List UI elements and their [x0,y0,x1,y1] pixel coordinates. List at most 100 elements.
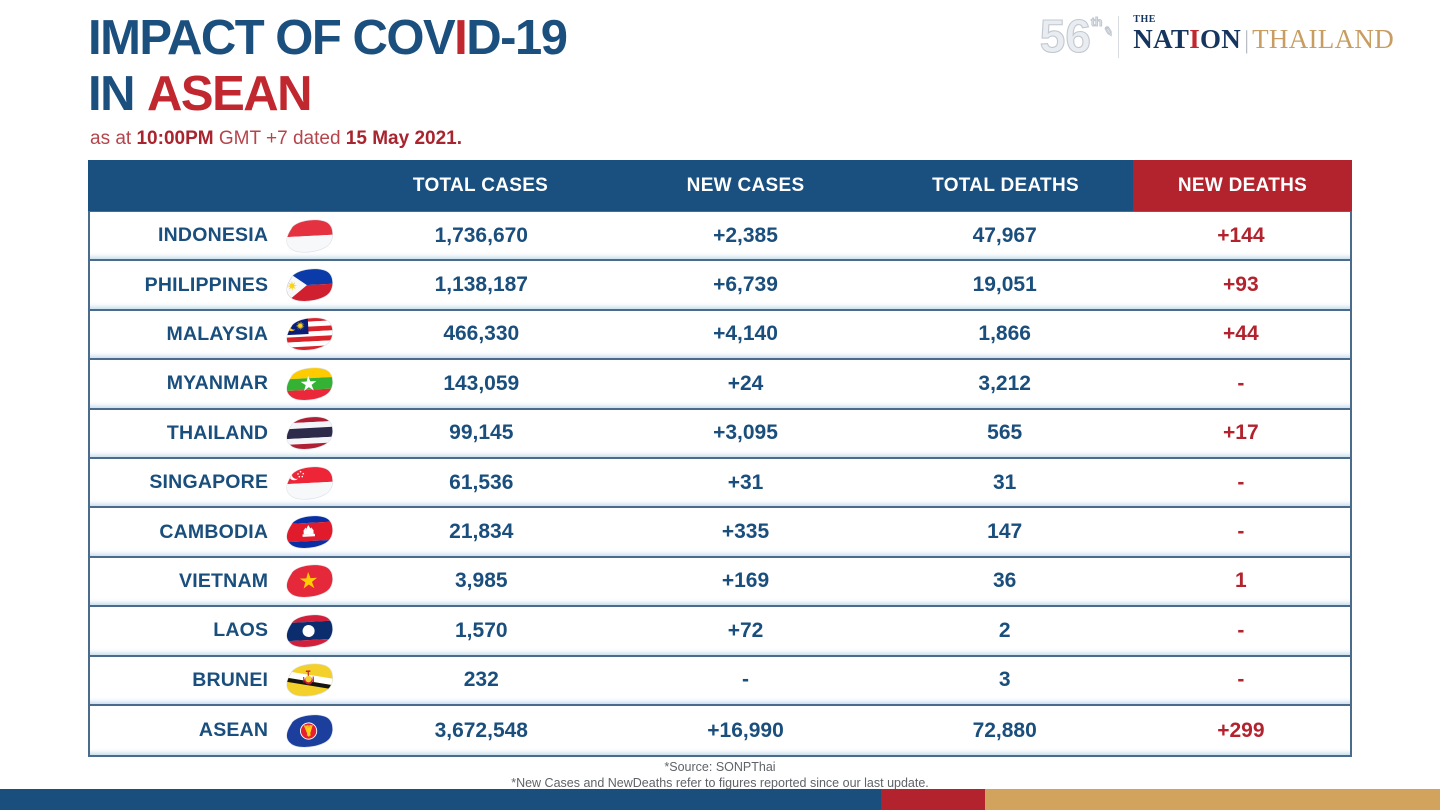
covid-table: TOTAL CASES NEW CASES TOTAL DEATHS NEW DEAT… [88,160,1352,758]
country-cell: INDONESIA [90,212,349,259]
table-row: ASEAN 3,672,548 +16,990 72,880 +299 [90,705,1350,756]
brunei-flag-icon [286,663,334,698]
total-cases-cell: 61,536 [449,470,514,494]
total-cases-cell: 3,985 [455,569,508,593]
total-cases-cell: 3,672,548 [434,718,528,742]
title-line-2: IN ASEAN [88,66,566,122]
table-row: INDONESIA 1,736,670 +2,385 47,967 +144 [90,212,1350,262]
country-label: PHILIPPINES [144,273,269,296]
table-row: LAOS 1,570 +72 2 - [90,607,1350,657]
country-label: MYANMAR [166,372,269,395]
new-cases-cell: +169 [721,569,770,593]
logo-the: THE [1133,14,1156,25]
table-row: SINGAPORE 61,536 +31 31 - [90,458,1350,509]
country-label: LAOS [213,619,269,642]
total-deaths-cell: 36 [993,569,1017,593]
column-header-total-cases: TOTAL CASES [348,160,614,211]
logo-divider [1118,16,1120,58]
title-accent-i: I [454,11,468,65]
total-deaths-cell: 19,051 [972,273,1037,297]
title-text-blue-2: D-19 [466,11,568,65]
country-label: THAILAND [166,421,269,444]
country-cell: PHILIPPINES [90,261,349,308]
total-cases-cell: 1,570 [455,618,508,642]
total-deaths-cell: 147 [987,520,1023,544]
logo-separator: | [1244,27,1250,54]
table-header-row: TOTAL CASES NEW CASES TOTAL DEATHS NEW DEAT… [88,160,1352,211]
new-deaths-cell: 1 [1235,569,1247,593]
country-cell: BRUNEI [90,657,349,704]
column-header-total-deaths: TOTAL DEATHS [878,160,1134,211]
bottom-bar [0,789,1440,810]
new-deaths-cell: - [1237,371,1245,395]
country-cell: MYANMAR [90,360,349,407]
total-deaths-cell: 31 [993,470,1017,494]
cambodia-flag-icon [286,515,334,549]
total-cases-cell: 99,145 [449,421,514,445]
country-cell: LAOS [90,607,349,654]
thailand-flag-icon [286,416,334,451]
laos-flag-icon [286,614,334,648]
country-cell: ASEAN [90,706,349,755]
myanmar-flag-icon [286,367,334,401]
new-cases-cell: +16,990 [707,718,784,742]
table-row: MYANMAR 143,059 +24 3,212 - [90,360,1350,410]
new-cases-cell: +31 [727,470,764,494]
new-deaths-cell: +17 [1223,421,1259,445]
timestamp-subtitle: as at 10:00PM GMT +7 dated 15 May 2021. [90,128,462,149]
country-cell: VIETNAM [90,558,349,605]
new-deaths-cell: - [1237,668,1245,692]
country-label: CAMBODIA [159,520,269,543]
logo-nation: NATION [1133,24,1242,54]
title-asean: ASEAN [147,67,313,121]
new-cases-cell: - [742,668,749,692]
asean-flag-icon [286,713,334,748]
table-row: CAMBODIA 21,834 +335 147 - [90,508,1350,558]
total-deaths-cell: 47,967 [972,223,1037,247]
country-label: ASEAN [198,719,269,742]
country-cell: THAILAND [90,410,349,457]
table-row: MALAYSIA 466,330 +4,140 1,866 +44 [90,310,1350,361]
country-label: BRUNEI [192,668,269,691]
table-row: BRUNEI 232 - 3 - [90,656,1350,706]
column-header-new-deaths: NEW DEATHS [1133,160,1352,211]
column-header-country [88,160,348,211]
new-deaths-cell: - [1237,470,1245,494]
total-deaths-cell: 72,880 [972,718,1037,742]
update-note: *New Cases and NewDeaths refer to figure… [511,776,929,790]
new-deaths-cell: +44 [1223,322,1259,346]
table-body: INDONESIA 1,736,670 +2,385 47,967 +144 PHILIP… [88,211,1352,758]
new-deaths-cell: - [1237,618,1245,642]
country-label: MALAYSIA [166,322,269,345]
malaysia-flag-icon [286,317,334,352]
page-title: IMPACT OF COVID-19 IN ASEAN [88,10,568,122]
total-cases-cell: 143,059 [443,371,520,395]
new-deaths-cell: +144 [1217,223,1265,247]
logo-thailand: THAILAND [1252,24,1394,54]
total-deaths-cell: 1,866 [978,322,1031,346]
new-cases-cell: +3,095 [713,421,778,445]
philippines-flag-icon [286,268,334,302]
source-note: *Source: SONPThai [664,760,776,774]
total-cases-cell: 21,834 [449,520,514,544]
total-deaths-cell: 2 [998,618,1011,642]
vietnam-flag-icon [286,564,334,599]
total-cases-cell: 232 [463,668,499,692]
country-label: VIETNAM [179,569,269,592]
singapore-flag-icon [286,465,334,500]
total-cases-cell: 466,330 [443,322,520,346]
new-cases-cell: +72 [727,618,764,642]
bar-red-segment [881,789,985,810]
logo-wordmark: NATION | THAILAND [1133,25,1394,55]
new-cases-cell: +6,739 [713,273,778,297]
country-label: SINGAPORE [149,471,269,494]
new-cases-cell: +335 [721,520,770,544]
new-cases-cell: +4,140 [713,322,778,346]
column-header-new-cases: NEW CASES [613,160,879,211]
table-row: PHILIPPINES 1,138,187 +6,739 19,051 +93 [90,261,1350,311]
total-deaths-cell: 565 [987,421,1023,445]
footnotes: *Source: SONPThai *New Cases and NewDeat… [0,759,1440,791]
title-text-blue: IMPACT OF COV [88,11,456,65]
new-cases-cell: +2,385 [713,223,778,247]
table-row: THAILAND 99,145 +3,095 565 +17 [90,409,1350,459]
